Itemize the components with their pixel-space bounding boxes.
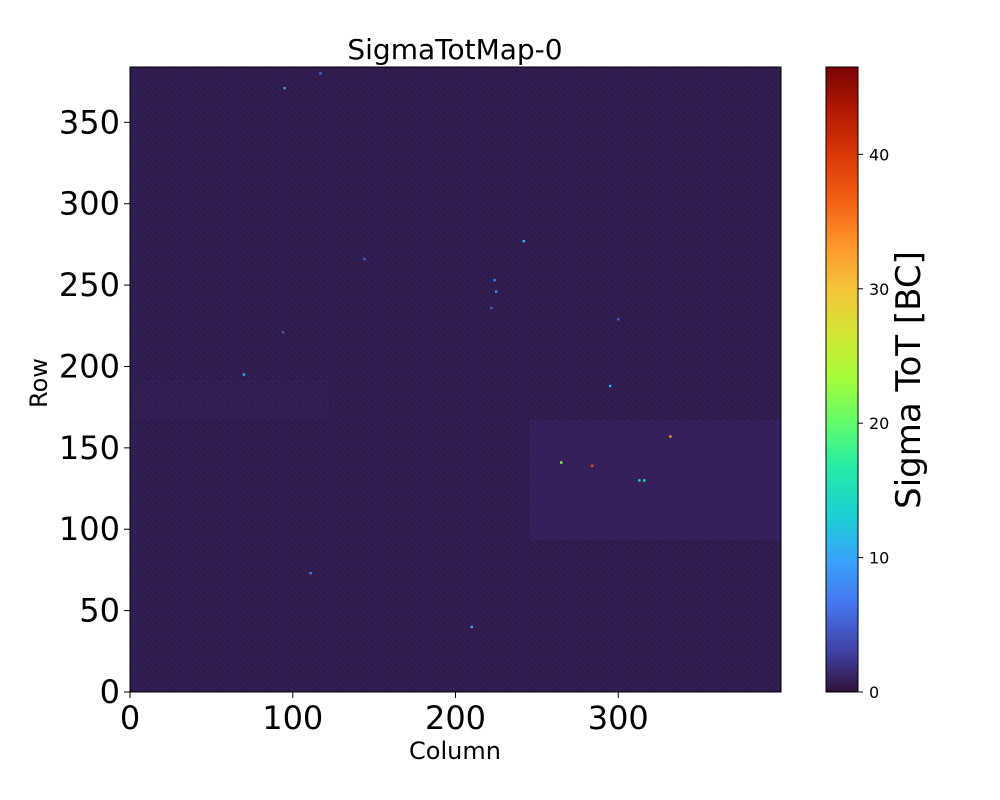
hot-pixels bbox=[242, 72, 672, 629]
colorbar-tick-label: 30 bbox=[869, 280, 889, 299]
x-tick-label: 200 bbox=[425, 699, 486, 737]
hot-pixel bbox=[608, 384, 612, 388]
y-tick-label: 50 bbox=[79, 592, 120, 630]
colorbar-label: Sigma ToT [BC] bbox=[889, 251, 929, 509]
hot-pixel bbox=[494, 290, 498, 293]
hot-pixel bbox=[470, 625, 473, 629]
hot-pixel bbox=[363, 257, 366, 261]
y-tick-label: 250 bbox=[59, 266, 120, 304]
heatmap-region bbox=[530, 420, 780, 540]
colorbar-tick-label: 40 bbox=[869, 145, 889, 164]
hot-pixel bbox=[638, 479, 641, 482]
x-tick-label: 300 bbox=[588, 699, 649, 737]
colorbar-ticks: 0 10 20 30 40 bbox=[858, 145, 889, 702]
y-tick-label: 350 bbox=[59, 103, 120, 141]
x-axis-label: Column bbox=[409, 737, 501, 765]
hot-pixel bbox=[242, 373, 246, 376]
x-tick-label: 100 bbox=[262, 699, 323, 737]
hot-pixel bbox=[643, 479, 646, 482]
y-axis-label: Row bbox=[25, 358, 53, 408]
hot-pixel bbox=[283, 86, 286, 90]
x-tick-label: 0 bbox=[120, 699, 140, 737]
hot-pixel bbox=[490, 306, 493, 310]
x-axis-ticks: 0 100 200 300 bbox=[120, 692, 649, 737]
hot-pixel bbox=[309, 571, 312, 575]
plot-area bbox=[129, 66, 782, 693]
hot-pixel bbox=[319, 72, 322, 75]
hot-pixel bbox=[591, 464, 594, 467]
hot-pixel bbox=[522, 239, 526, 243]
hot-pixel bbox=[560, 461, 563, 464]
colorbar-gradient bbox=[825, 66, 859, 693]
heatmap-background bbox=[130, 67, 781, 692]
colorbar-tick-label: 0 bbox=[869, 683, 879, 702]
y-tick-label: 0 bbox=[100, 673, 120, 711]
y-tick-label: 100 bbox=[59, 510, 120, 548]
y-tick-label: 150 bbox=[59, 429, 120, 467]
heatmap-region bbox=[130, 380, 330, 420]
y-tick-label: 200 bbox=[59, 347, 120, 385]
hot-pixel bbox=[281, 331, 285, 334]
y-tick-label: 300 bbox=[59, 185, 120, 223]
y-axis-ticks: 0 50 100 150 200 250 300 350 bbox=[59, 103, 130, 711]
hot-pixel bbox=[617, 318, 620, 321]
chart-title: SigmaTotMap-0 bbox=[347, 33, 562, 66]
hot-pixel bbox=[493, 279, 496, 282]
colorbar-tick-label: 10 bbox=[869, 549, 889, 568]
colorbar: 0 10 20 30 40 Sigma ToT [BC] bbox=[825, 66, 929, 702]
colorbar-tick-label: 20 bbox=[869, 414, 889, 433]
hot-pixel bbox=[669, 435, 672, 438]
